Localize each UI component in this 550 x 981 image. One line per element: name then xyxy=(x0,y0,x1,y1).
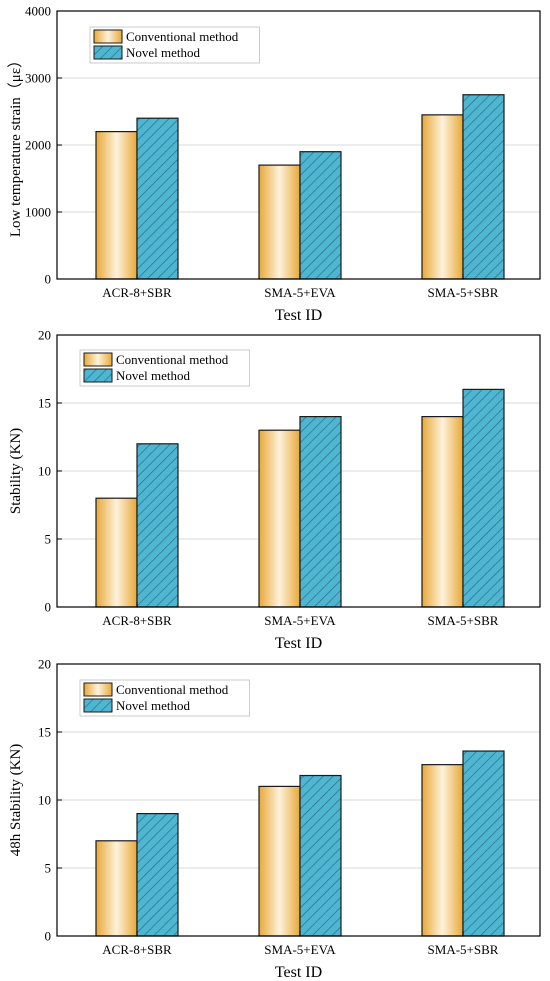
x-tick-label: SMA-5+EVA xyxy=(264,613,336,628)
y-tick-label: 3000 xyxy=(25,71,51,86)
y-tick-label: 4000 xyxy=(25,4,51,19)
y-tick-label: 15 xyxy=(38,725,51,740)
legend-swatch-novel xyxy=(83,698,113,713)
y-tick-label: 10 xyxy=(38,793,51,808)
y-tick-label: 10 xyxy=(38,464,51,479)
bar-conventional-3 xyxy=(421,416,464,608)
bar-conventional-1 xyxy=(95,131,138,280)
y-tick-label: 1000 xyxy=(25,205,51,220)
y-tick-label: 5 xyxy=(45,532,52,547)
bar-conventional-2 xyxy=(258,164,301,280)
y-tick-label: 20 xyxy=(38,657,51,672)
y-axis-label: Low temperature strain（με） xyxy=(7,53,24,237)
bar-novel-2 xyxy=(299,416,342,608)
bar-novel-3 xyxy=(462,750,505,937)
legend-swatch-conventional xyxy=(83,352,113,367)
bar-novel-2 xyxy=(299,151,342,280)
x-tick-label: SMA-5+SBR xyxy=(428,613,499,628)
bar-novel-3 xyxy=(462,94,505,280)
x-tick-label: SMA-5+SBR xyxy=(428,942,499,957)
y-axis-label: Stability (KN) xyxy=(8,428,24,514)
legend-swatch-conventional xyxy=(83,682,113,697)
bar-novel-3 xyxy=(462,388,505,608)
x-tick-label: ACR-8+SBR xyxy=(102,613,172,628)
x-tick-label: ACR-8+SBR xyxy=(102,942,172,957)
x-tick-label: SMA-5+EVA xyxy=(264,285,336,300)
legend-label-novel: Novel method xyxy=(116,698,191,713)
y-tick-label: 5 xyxy=(45,861,52,876)
x-tick-label: SMA-5+EVA xyxy=(264,942,336,957)
bar-conventional-1 xyxy=(95,840,138,937)
legend-label-novel: Novel method xyxy=(126,45,201,60)
bar-novel-1 xyxy=(136,117,179,280)
bar-conventional-2 xyxy=(258,429,301,608)
x-axis-label: Test ID xyxy=(275,307,322,324)
y-tick-label: 2000 xyxy=(25,138,51,153)
bar-conventional-3 xyxy=(421,764,464,937)
legend-swatch-novel xyxy=(93,45,123,60)
bar-conventional-2 xyxy=(258,785,301,937)
y-tick-label: 15 xyxy=(38,396,51,411)
bar-conventional-3 xyxy=(421,114,464,280)
chart-panel-2: 0 5 10 15 20 ACR-8+SBR SMA-5+EVA SMA-5+SBR Test … xyxy=(8,328,541,652)
chart-panel-1: 0 1000 2000 3000 4000 ACR-8+SBR SMA-5+EVA SMA-5… xyxy=(7,4,541,324)
chart-panel-3: 0 5 10 15 20 ACR-8+SBR SMA-5+EVA SMA-5+SBR Test … xyxy=(8,657,541,981)
x-tick-label: ACR-8+SBR xyxy=(102,285,172,300)
legend-label-conventional: Conventional method xyxy=(116,352,229,367)
legend-swatch-conventional xyxy=(93,29,123,44)
legend-label-novel: Novel method xyxy=(116,368,191,383)
x-tick-label: SMA-5+SBR xyxy=(428,285,499,300)
y-tick-label: 0 xyxy=(45,600,52,615)
bar-novel-1 xyxy=(136,443,179,608)
bar-conventional-1 xyxy=(95,497,138,608)
bar-novel-2 xyxy=(299,774,342,937)
y-tick-label: 0 xyxy=(45,929,52,944)
legend-swatch-novel xyxy=(83,368,113,383)
y-tick-label: 20 xyxy=(38,328,51,343)
y-tick-label: 0 xyxy=(45,272,52,287)
legend-label-conventional: Conventional method xyxy=(126,29,239,44)
x-axis-label: Test ID xyxy=(275,964,322,981)
x-axis-label: Test ID xyxy=(275,635,322,652)
y-axis-label: 48h Stability (KN) xyxy=(8,744,24,857)
legend-label-conventional: Conventional method xyxy=(116,682,229,697)
bar-novel-1 xyxy=(136,812,179,937)
